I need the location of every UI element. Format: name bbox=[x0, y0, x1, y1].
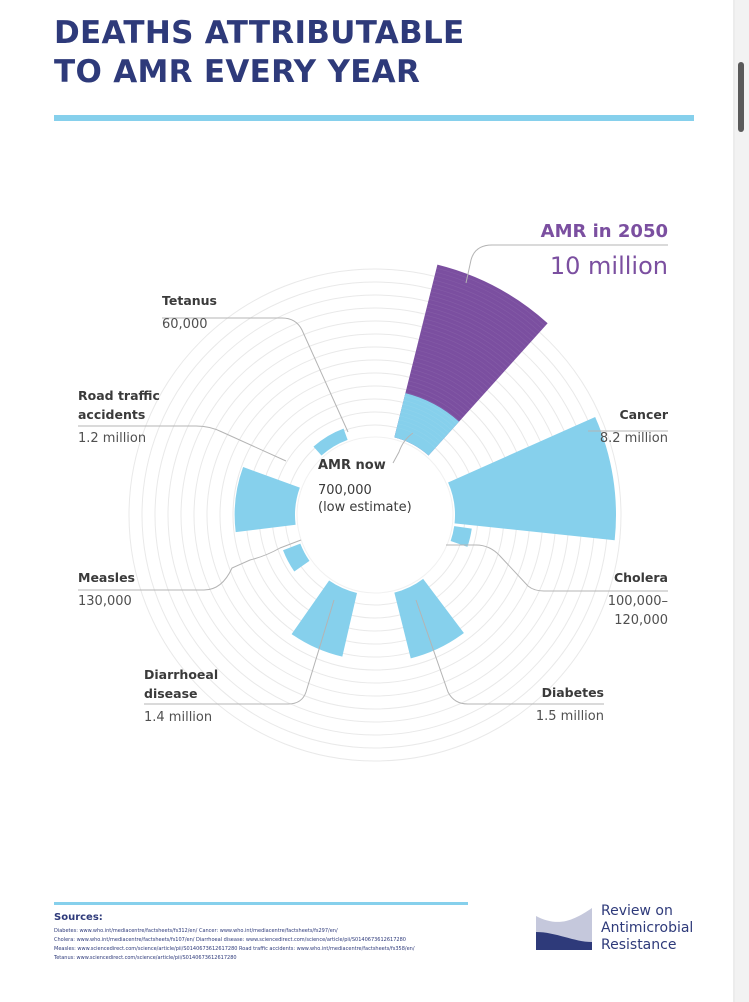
leader-line bbox=[465, 244, 668, 284]
bar-diabetes bbox=[394, 578, 464, 659]
source-line: Cholera: www.who.int/mediacentre/factshe… bbox=[54, 937, 406, 943]
review-logo-icon bbox=[536, 908, 592, 950]
leader-line bbox=[392, 432, 414, 464]
grid-ring bbox=[284, 424, 466, 606]
label-diabetes-name: Diabetes bbox=[542, 685, 604, 700]
scrollbar[interactable] bbox=[735, 0, 749, 1002]
leader-line bbox=[78, 425, 287, 462]
label-cholera-value: 120,000 bbox=[614, 613, 668, 628]
bar-road-traffic bbox=[234, 466, 300, 533]
leader-line bbox=[162, 317, 349, 433]
label-cholera-name: Cholera bbox=[614, 570, 668, 585]
label-amr-2050-name: AMR in 2050 bbox=[541, 221, 668, 242]
center-label: AMR now bbox=[318, 458, 386, 473]
label-measles-value: 130,000 bbox=[78, 594, 132, 609]
source-line: Diabetes: www.who.int/mediacentre/factsh… bbox=[54, 928, 338, 934]
label-cholera-value: 100,000– bbox=[608, 594, 668, 609]
label-amr-2050-value: 10 million bbox=[550, 252, 668, 280]
label-leader-lines bbox=[78, 244, 668, 705]
label-road-traffic-name: accidents bbox=[78, 407, 145, 422]
grid-ring bbox=[128, 268, 622, 762]
bar-diarrhoeal bbox=[291, 580, 358, 657]
leader-line bbox=[446, 544, 668, 592]
logo-wordmark: Review on Antimicrobial Resistance bbox=[601, 903, 693, 954]
leader-line bbox=[144, 599, 335, 705]
center-value: 700,000 bbox=[318, 483, 372, 498]
source-line: Measles: www.sciencedirect.com/science/a… bbox=[54, 946, 415, 952]
label-diarrhoeal-name: disease bbox=[144, 686, 198, 701]
label-diarrhoeal-value: 1.4 million bbox=[144, 710, 212, 725]
radial-chart: AMR in 2050 10 million Cancer 8.2 million Ch… bbox=[78, 221, 669, 762]
bar-measles bbox=[283, 543, 310, 572]
label-road-traffic-name: Road traffic bbox=[78, 388, 160, 403]
logo-line: Resistance bbox=[601, 937, 677, 953]
scrollbar-thumb[interactable] bbox=[738, 62, 744, 132]
leader-line bbox=[78, 539, 302, 591]
label-cancer-name: Cancer bbox=[619, 407, 668, 422]
title-line-2: TO AMR EVERY YEAR bbox=[54, 54, 421, 90]
label-cancer-value: 8.2 million bbox=[600, 431, 668, 446]
bar-cholera bbox=[450, 526, 472, 547]
sources-rule bbox=[54, 902, 468, 905]
bar-cancer bbox=[448, 416, 616, 541]
label-road-traffic-value: 1.2 million bbox=[78, 431, 146, 446]
page-title: DEATHS ATTRIBUTABLE TO AMR EVERY YEAR bbox=[54, 14, 465, 92]
title-underline bbox=[54, 115, 694, 121]
chart-labels: AMR in 2050 10 million Cancer 8.2 million Ch… bbox=[78, 221, 669, 725]
infographic-page: DEATHS ATTRIBUTABLE TO AMR EVERY YEAR AM… bbox=[0, 0, 733, 1002]
chart-bars bbox=[234, 264, 616, 659]
label-diabetes-value: 1.5 million bbox=[536, 709, 604, 724]
source-line: Tetanus: www.sciencedirect.com/science/a… bbox=[54, 955, 237, 961]
grid-ring bbox=[271, 411, 479, 619]
bar-tetanus bbox=[313, 428, 348, 456]
leader-line bbox=[415, 599, 604, 705]
label-measles-name: Measles bbox=[78, 570, 135, 585]
center-value-note: (low estimate) bbox=[318, 500, 412, 515]
grid-ring bbox=[296, 436, 454, 594]
title-line-1: DEATHS ATTRIBUTABLE bbox=[54, 15, 465, 51]
label-tetanus-value: 60,000 bbox=[162, 317, 208, 332]
sources-heading: Sources: bbox=[54, 912, 103, 923]
label-diarrhoeal-name: Diarrhoeal bbox=[144, 667, 218, 682]
logo-line: Review on bbox=[601, 903, 673, 919]
bar-amr-now-overlay bbox=[394, 393, 460, 456]
logo-line: Antimicrobial bbox=[601, 920, 694, 936]
label-tetanus-name: Tetanus bbox=[162, 293, 217, 308]
